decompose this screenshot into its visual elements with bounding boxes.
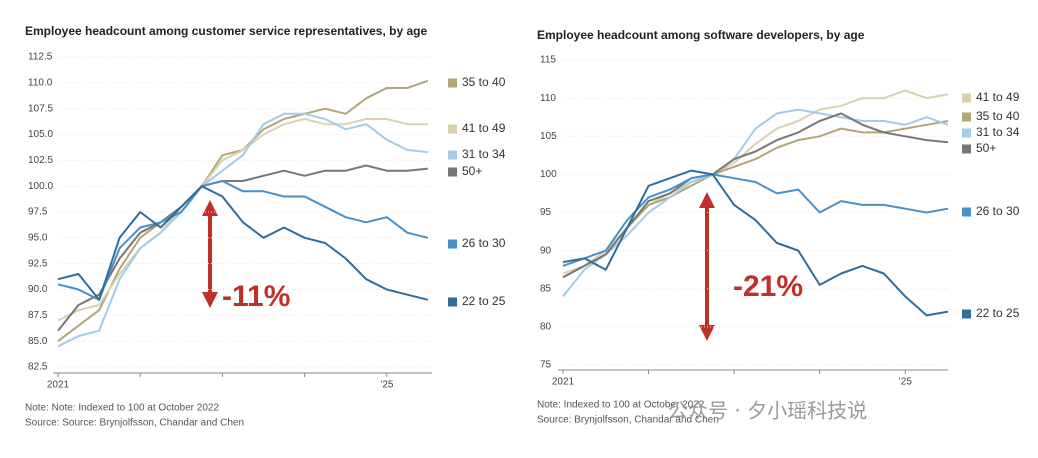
y-tick-label: 97.5 bbox=[28, 207, 48, 218]
line-series bbox=[562, 169, 949, 317]
legend-swatch bbox=[962, 207, 971, 217]
legend-label: 31 to 34 bbox=[462, 147, 506, 161]
y-tick-label: 110 bbox=[540, 93, 556, 104]
legend-label: 41 to 49 bbox=[976, 90, 1020, 104]
note: Note: Note: Indexed to 100 at October 20… bbox=[25, 403, 219, 414]
legend-swatch bbox=[962, 128, 971, 138]
line-series bbox=[57, 180, 429, 301]
legend-swatch bbox=[962, 144, 971, 154]
legend-swatch bbox=[448, 124, 457, 134]
line-series bbox=[57, 185, 429, 301]
legend-swatch bbox=[962, 93, 971, 103]
y-tick-label: 87.5 bbox=[28, 310, 48, 321]
line-series bbox=[57, 164, 429, 332]
y-tick-label: 90.0 bbox=[28, 284, 48, 295]
x-tick-label: ’25 bbox=[380, 380, 394, 391]
line-series bbox=[57, 118, 428, 322]
source: Source: Brynjolfsson, Chandar and Chen bbox=[537, 415, 719, 426]
legend-swatch bbox=[448, 239, 457, 249]
y-tick-label: 82.5 bbox=[28, 362, 48, 373]
x-tick-label: ’25 bbox=[899, 377, 913, 388]
y-tick-label: 100 bbox=[540, 169, 557, 180]
legend-label: 31 to 34 bbox=[976, 125, 1020, 139]
legend-swatch bbox=[962, 309, 971, 319]
legend-label: 35 to 40 bbox=[976, 109, 1020, 123]
legend-swatch bbox=[448, 78, 457, 88]
y-tick-label: 100.0 bbox=[28, 181, 53, 192]
line-series bbox=[562, 112, 949, 279]
legend-swatch bbox=[448, 167, 457, 177]
y-tick-label: 95.0 bbox=[28, 232, 48, 243]
source: Source: Source: Brynjolfsson, Chandar an… bbox=[25, 418, 244, 429]
y-tick-label: 105 bbox=[540, 131, 557, 142]
x-tick-label: 2021 bbox=[552, 377, 575, 388]
legend-label: 41 to 49 bbox=[462, 121, 506, 135]
annotation: -11% bbox=[222, 280, 290, 313]
y-tick-label: 92.5 bbox=[28, 258, 48, 269]
legend-label: 22 to 25 bbox=[462, 294, 506, 308]
y-tick-label: 95 bbox=[540, 207, 552, 218]
y-tick-label: 107.5 bbox=[28, 103, 53, 114]
y-tick-label: 112.5 bbox=[28, 52, 53, 63]
y-tick-label: 105.0 bbox=[28, 129, 53, 140]
y-tick-label: 85.0 bbox=[28, 336, 48, 347]
watermark: 公众号 · 夕小瑶科技说 bbox=[668, 399, 867, 423]
y-tick-label: 75 bbox=[540, 360, 552, 371]
annotation: -21% bbox=[733, 270, 803, 303]
legend-swatch bbox=[448, 297, 457, 307]
line-series bbox=[57, 112, 429, 348]
legend-label: 50+ bbox=[976, 141, 996, 155]
note: Note: Indexed to 100 at October 2022 bbox=[537, 400, 705, 411]
y-tick-label: 115 bbox=[540, 55, 556, 66]
legend-label: 22 to 25 bbox=[976, 306, 1020, 320]
legend-label: 50+ bbox=[462, 164, 482, 178]
line-series bbox=[562, 108, 949, 298]
line-series bbox=[562, 173, 949, 267]
y-tick-label: 90 bbox=[540, 245, 552, 256]
chart-title: Employee headcount among software develo… bbox=[537, 28, 865, 42]
y-tick-label: 102.5 bbox=[28, 155, 53, 166]
y-tick-label: 80 bbox=[540, 322, 552, 333]
y-tick-label: 85 bbox=[540, 283, 552, 294]
legend-swatch bbox=[962, 112, 971, 122]
legend-label: 26 to 30 bbox=[462, 236, 506, 250]
chart-title: Employee headcount among customer servic… bbox=[25, 24, 427, 38]
x-tick-label: 2021 bbox=[47, 380, 70, 391]
legend-label: 26 to 30 bbox=[976, 204, 1020, 218]
y-tick-label: 110.0 bbox=[28, 77, 53, 88]
legend-label: 35 to 40 bbox=[462, 75, 506, 89]
legend-swatch bbox=[448, 150, 457, 160]
